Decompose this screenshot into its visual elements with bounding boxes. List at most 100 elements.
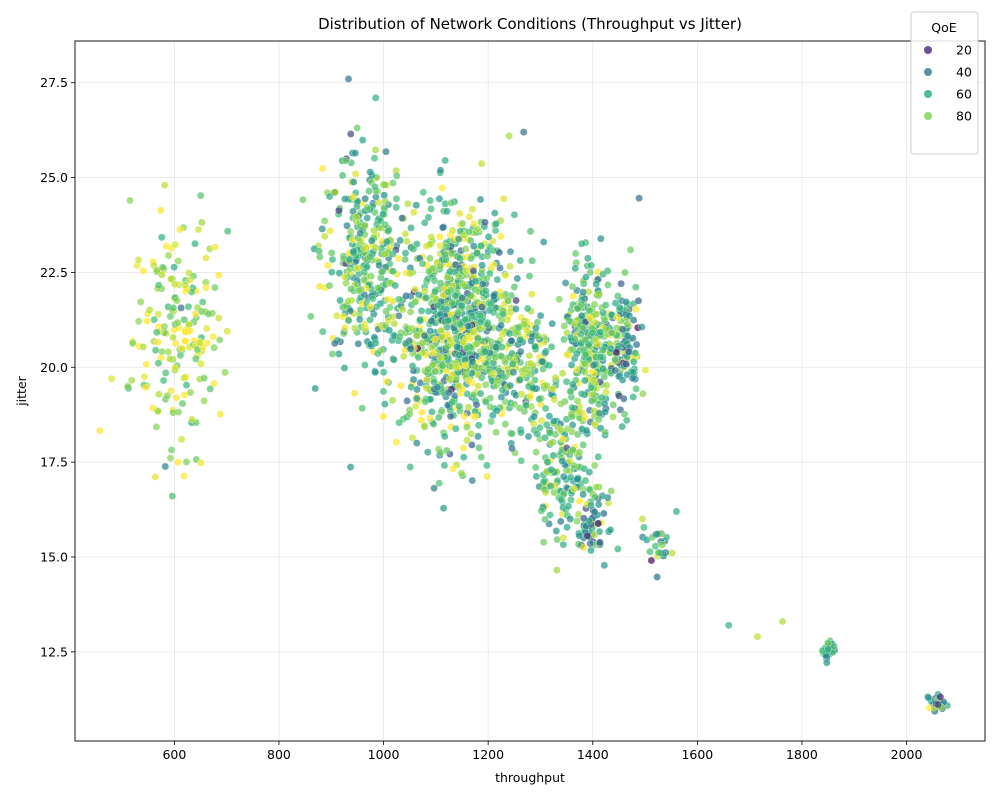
scatter-point	[181, 337, 189, 345]
scatter-point	[527, 337, 535, 345]
scatter-point	[346, 130, 355, 138]
scatter-point	[571, 249, 580, 258]
scatter-point	[497, 393, 506, 401]
scatter-point	[509, 368, 518, 377]
scatter-point	[552, 527, 561, 535]
scatter-point	[371, 368, 380, 377]
scatter-point	[370, 154, 379, 163]
grid-lines	[75, 41, 985, 741]
scatter-point	[420, 331, 429, 340]
scatter-point	[406, 269, 414, 278]
scatter-point	[354, 264, 362, 272]
scatter-point	[568, 446, 577, 454]
scatter-point	[154, 359, 163, 368]
scatter-point	[623, 370, 632, 379]
scatter-point	[431, 287, 439, 296]
scatter-point	[440, 461, 449, 470]
scatter-point	[482, 398, 490, 406]
scatter-point	[589, 361, 598, 370]
legend-label: 80	[956, 109, 972, 124]
scatter-point	[371, 94, 380, 102]
scatter-point	[539, 538, 548, 547]
scatter-point	[611, 366, 619, 375]
scatter-point	[601, 408, 610, 416]
scatter-point	[204, 310, 213, 318]
scatter-point	[577, 311, 586, 320]
scatter-point	[127, 376, 136, 385]
scatter-point	[496, 292, 505, 301]
scatter-point	[435, 479, 444, 488]
scatter-point	[577, 239, 586, 248]
scatter-point	[441, 156, 450, 165]
scatter-point	[573, 397, 582, 405]
scatter-point	[510, 210, 519, 219]
scatter-point	[353, 124, 362, 132]
scatter-point	[160, 181, 169, 190]
scatter-point	[586, 501, 595, 510]
scatter-point	[166, 355, 174, 363]
scatter-point	[468, 312, 477, 320]
scatter-point	[517, 428, 525, 437]
scatter-point	[381, 400, 389, 408]
scatter-point	[537, 416, 546, 425]
scatter-point	[173, 318, 182, 327]
scatter-point	[457, 469, 466, 478]
scatter-point	[395, 332, 404, 341]
scatter-point	[381, 250, 390, 258]
scatter-point	[594, 519, 602, 528]
scatter-point	[439, 504, 448, 513]
scatter-point	[396, 236, 405, 245]
scatter-point	[581, 350, 590, 359]
scatter-point	[342, 279, 350, 288]
scatter-point	[358, 404, 367, 413]
scatter-point	[429, 349, 437, 357]
scatter-point	[519, 128, 528, 136]
scatter-point	[566, 387, 575, 396]
scatter-point	[493, 275, 502, 284]
scatter-point	[471, 277, 480, 286]
scatter-point	[541, 433, 550, 442]
scatter-point	[546, 428, 555, 437]
scatter-point	[155, 390, 163, 399]
scatter-point	[566, 515, 575, 523]
scatter-point	[536, 311, 545, 320]
scatter-point	[180, 315, 189, 324]
scatter-point	[134, 317, 143, 326]
scatter-point	[306, 312, 315, 321]
scatter-point	[167, 275, 175, 283]
scatter-point	[446, 375, 454, 383]
legend-entries: 20 40 60 80	[924, 43, 972, 124]
scatter-point	[436, 166, 445, 175]
scatter-point	[547, 439, 556, 447]
scatter-point	[166, 454, 175, 462]
scatter-point	[557, 399, 565, 408]
scatter-point	[724, 621, 733, 630]
scatter-point	[360, 275, 368, 284]
scatter-point	[373, 284, 382, 292]
scatter-point	[411, 402, 420, 411]
scatter-point	[468, 476, 477, 485]
scatter-point	[460, 412, 469, 421]
scatter-point	[382, 377, 391, 386]
scatter-point	[530, 412, 538, 421]
scatter-point	[391, 281, 400, 290]
scatter-point	[514, 323, 523, 332]
scatter-point	[437, 326, 446, 335]
x-tick-label: 1000	[368, 747, 400, 762]
scatter-point	[572, 365, 581, 374]
scatter-point	[152, 328, 161, 337]
scatter-point	[344, 316, 353, 325]
scatter-point	[428, 408, 436, 416]
scatter-point	[424, 213, 433, 222]
scatter-point	[377, 268, 386, 276]
scatter-point	[489, 260, 498, 269]
scatter-point	[529, 419, 538, 428]
scatter-point	[346, 463, 355, 471]
scatter-point	[459, 453, 468, 462]
scatter-point	[407, 224, 415, 232]
scatter-point	[356, 229, 365, 238]
legend-marker	[924, 90, 932, 98]
scatter-point	[171, 363, 180, 372]
scatter-point	[640, 523, 648, 532]
